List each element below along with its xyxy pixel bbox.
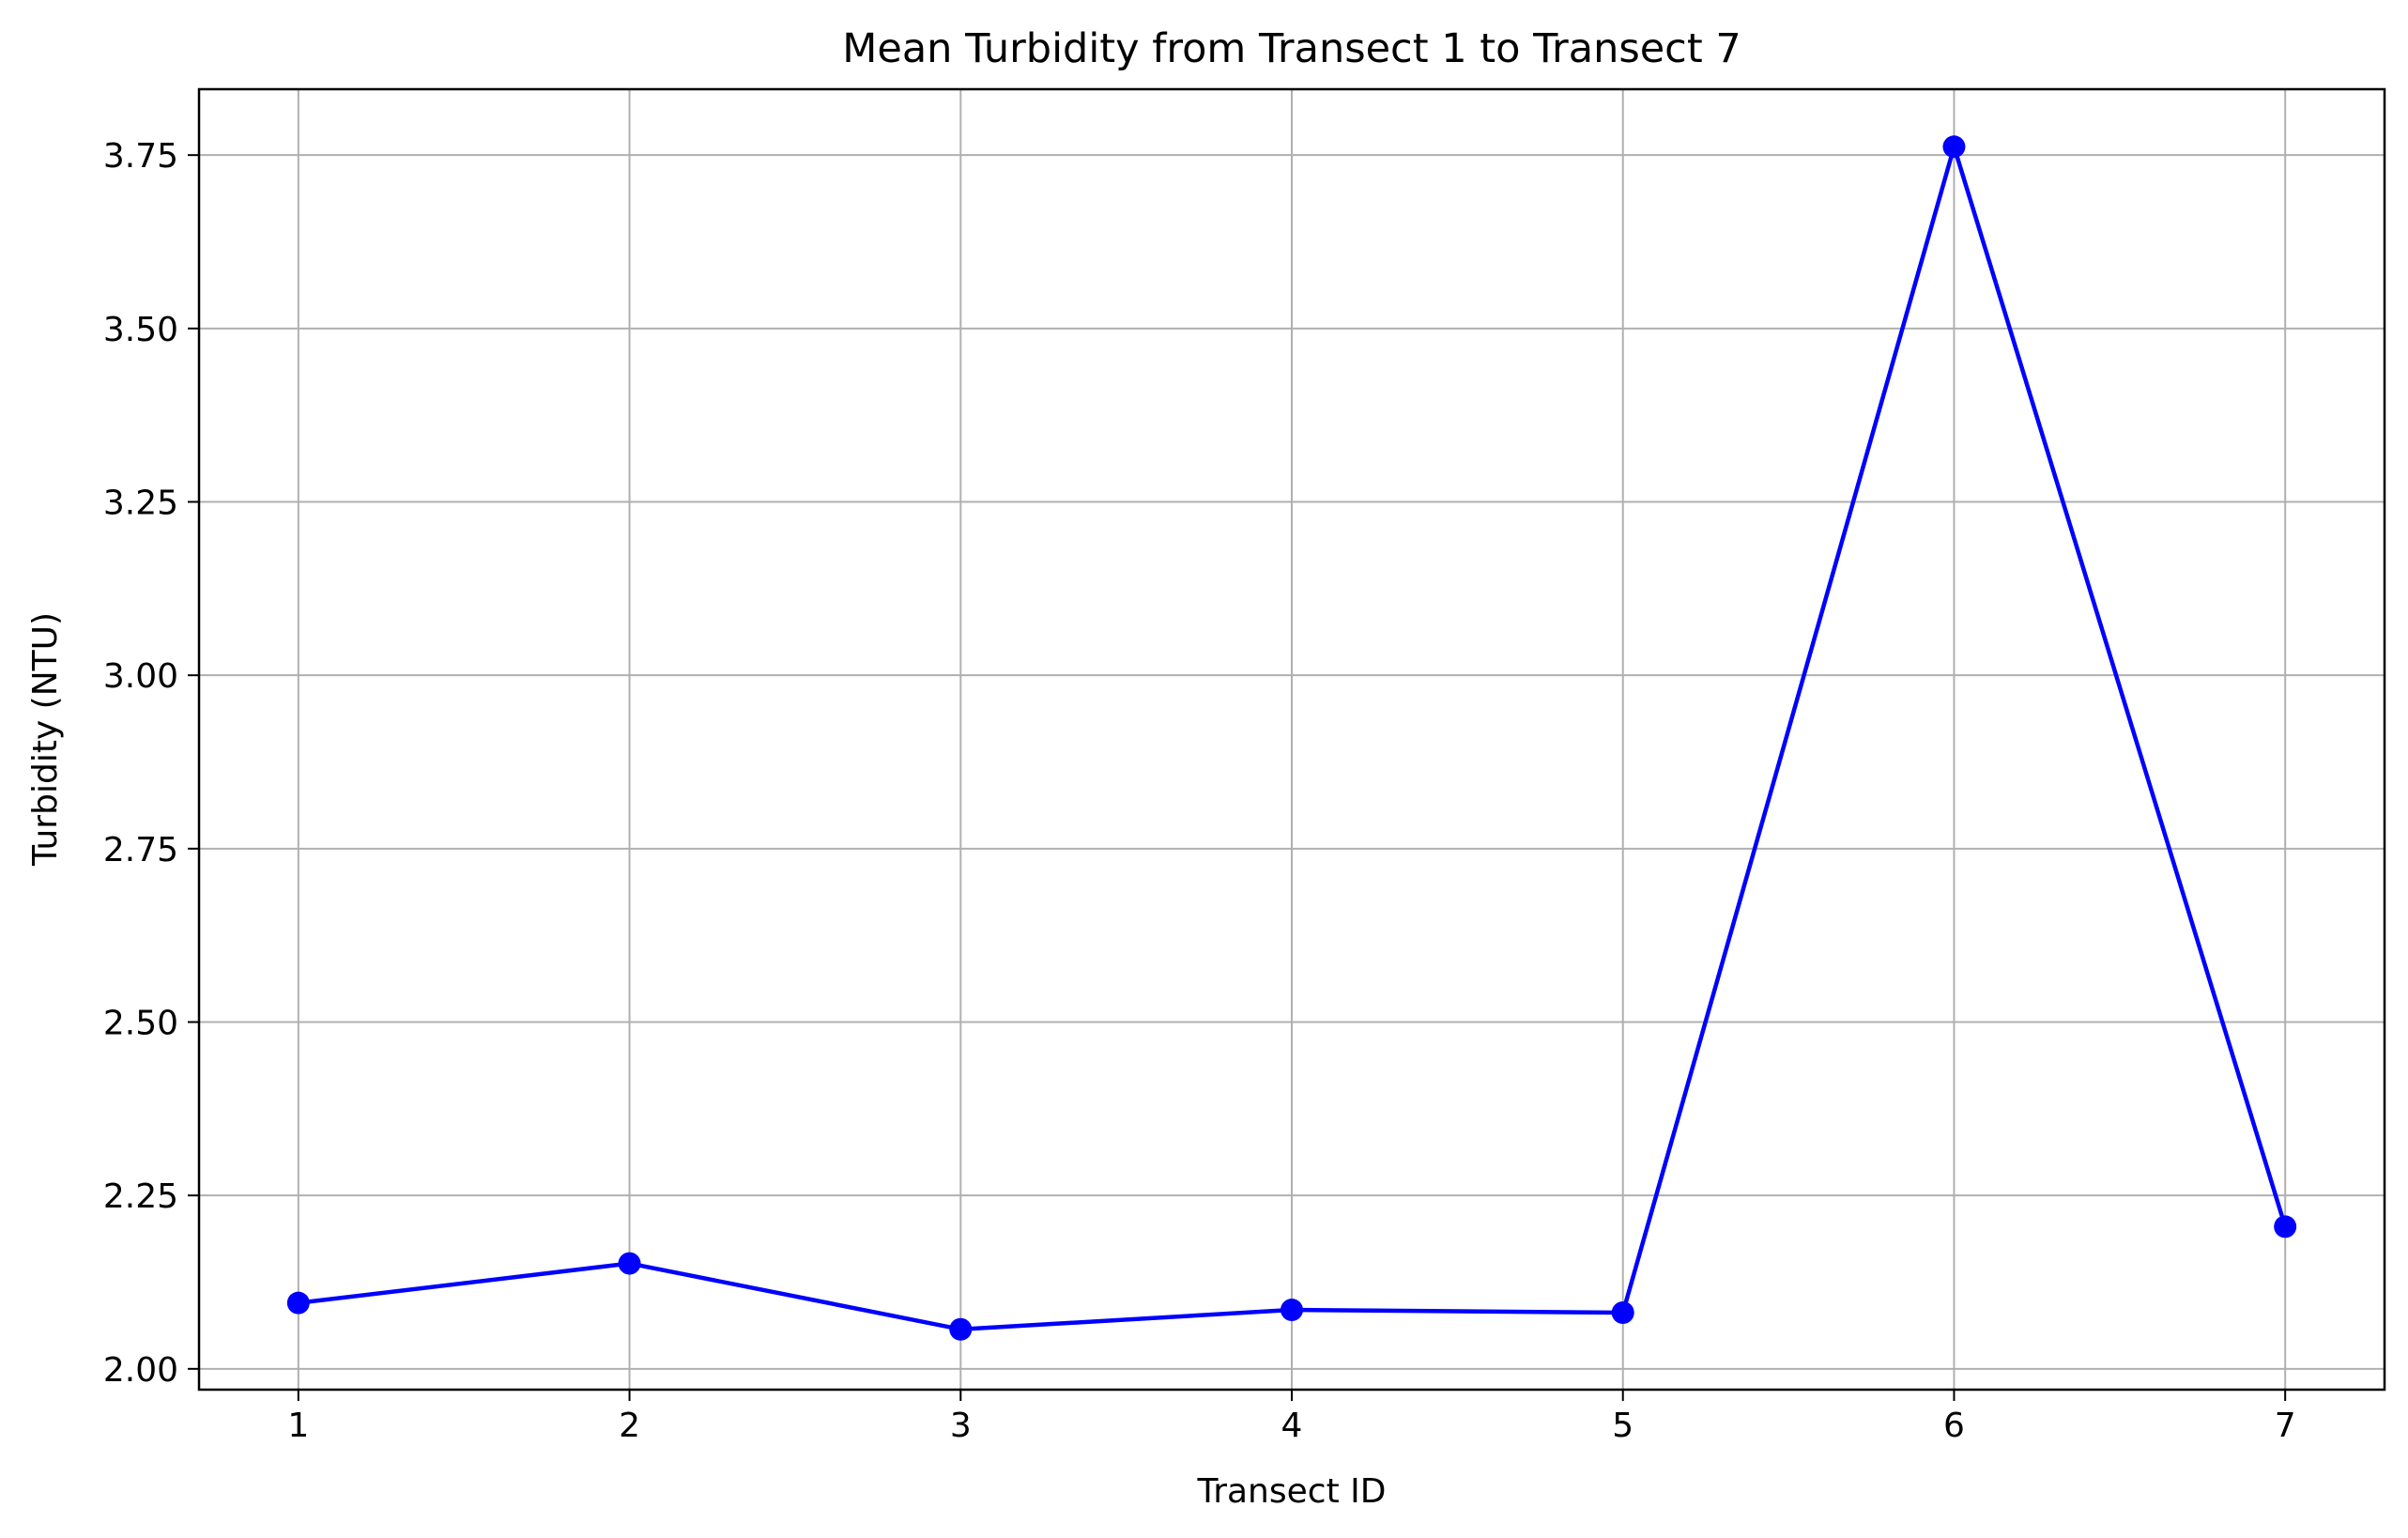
gridlines <box>199 89 2385 1390</box>
x-tick-label: 5 <box>1612 1407 1633 1445</box>
x-tick-label: 7 <box>2275 1407 2296 1445</box>
data-point <box>618 1252 641 1275</box>
data-point <box>949 1317 973 1341</box>
y-tick-label: 2.25 <box>103 1177 178 1216</box>
y-tick-label: 2.75 <box>103 831 178 869</box>
y-axis-ticks: 2.00 2.25 2.50 2.75 3.00 3.25 3.50 3.75 <box>103 137 199 1390</box>
data-point <box>2274 1215 2297 1238</box>
chart-title: Mean Turbidity from Transect 1 to Transe… <box>842 25 1741 72</box>
data-point <box>1942 135 1966 159</box>
x-axis-label: Transect ID <box>1197 1472 1387 1511</box>
x-tick-label: 6 <box>1943 1407 1965 1445</box>
data-series <box>286 135 2297 1341</box>
x-axis-ticks: 1 2 3 4 5 6 7 <box>287 1390 2296 1445</box>
x-tick-label: 1 <box>287 1407 309 1445</box>
y-axis-label: Turbidity (NTU) <box>26 612 65 867</box>
y-tick-label: 3.00 <box>103 657 178 696</box>
x-tick-label: 2 <box>619 1407 640 1445</box>
y-tick-label: 3.75 <box>103 137 178 176</box>
data-point <box>286 1291 310 1315</box>
y-tick-label: 2.50 <box>103 1005 178 1043</box>
y-tick-label: 3.50 <box>103 311 178 349</box>
y-tick-label: 2.00 <box>103 1351 178 1390</box>
y-tick-label: 3.25 <box>103 484 178 523</box>
data-point <box>1281 1299 1303 1322</box>
x-tick-label: 4 <box>1281 1407 1303 1445</box>
data-point <box>1611 1301 1634 1325</box>
x-tick-label: 3 <box>950 1407 972 1445</box>
